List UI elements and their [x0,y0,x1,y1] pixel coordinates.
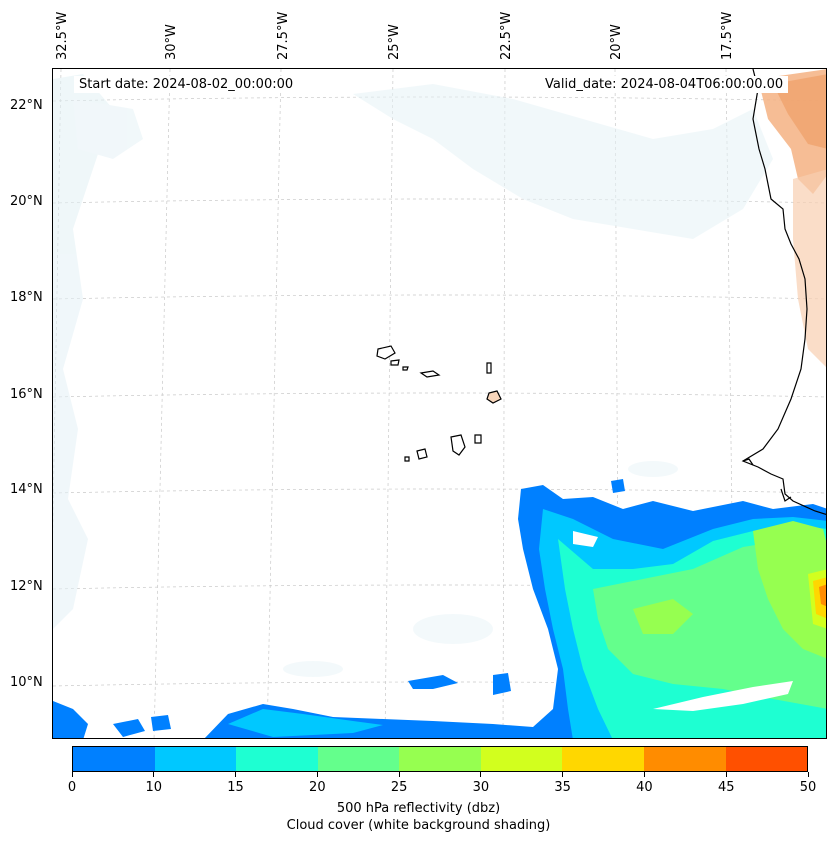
reflectivity-25-30 [753,521,826,659]
cape-verde-fogo [416,448,428,460]
reflectivity-40-45 [819,584,826,607]
cape-verde-maio [474,434,482,444]
cape-verde-sal [486,362,492,374]
orange-cloud-coast [793,169,826,367]
colorbar-label-line2: Cloud cover (white background shading) [286,818,551,833]
cloud-west-band [53,74,113,629]
lat-label-10n: 10°N [10,675,43,690]
lon-label-20w: 20°W [609,24,624,60]
colorbar-tick-mark [480,772,482,777]
reflectivity-0-10-blob4 [493,673,511,695]
colorbar-segment-20-25 [317,747,400,771]
colorbar-tick-mark [235,772,237,777]
grid-lat-18n [53,294,826,300]
lon-label-25w: 25°W [387,24,402,60]
lon-label-30w: 30°W [164,24,179,60]
lon-label-22.5w: 22.5°W [499,11,514,60]
reflectivity-10-15-south [228,709,383,737]
lat-label-22n: 22°N [10,98,43,113]
colorbar-segment-40-45 [643,747,726,771]
reflectivity-0-10-blob3 [408,675,458,689]
cloud-cover-shading [53,74,773,677]
cape-verde-sao-vicente [390,359,400,366]
colorbar-tick-label: 10 [145,780,163,795]
reflectivity-0-10-blob5 [611,479,625,493]
grid-lat-16n [53,392,826,398]
cloud-center-patch [413,614,493,644]
coastline [376,69,826,516]
colorbar-tick-label: 40 [636,780,653,795]
colorbar-tick-mark [807,772,809,777]
cape-verde-santa-luzia [402,366,409,371]
cloud-north-band [353,84,773,239]
colorbar-tick-label: 20 [309,780,326,795]
start-date-label: Start date: 2024-08-02_00:00:00 [74,76,299,93]
cape-verde-sao-nicolau [419,370,441,378]
colorbar-segment-45-50 [725,747,808,771]
colorbar-tick-label: 50 [799,780,817,795]
colorbar-segment-25-30 [399,747,481,771]
colorbar-segment-10-15 [154,747,237,771]
grid-lat-14n [53,488,826,494]
map-panel [52,68,827,739]
lat-label-12n: 12°N [10,579,43,594]
grid-lon-27.5w [266,69,282,738]
grid-lat-22n [53,96,826,102]
colorbar-label-line1: 500 hPa reflectivity (dbz) [336,801,501,816]
cloud-northwest-patch [73,99,143,159]
colorbar-tick-mark [398,772,400,777]
lon-label-17.5w: 17.5°W [720,11,735,60]
clear-gap-2 [573,531,598,547]
clear-gap-1 [653,681,793,711]
cloud-south-patch [283,661,343,677]
grid-lat-12n [53,584,826,590]
colorbar-tick-label: 30 [472,780,490,795]
grid-lat-20n [53,198,826,204]
colorbar-tick-label: 0 [67,780,77,795]
lat-label-18n: 18°N [10,290,43,305]
grid-lon-30w [153,69,171,738]
reflectivity-0-10-blob1 [113,719,145,737]
cape-verde-santo-antao [376,345,396,360]
lat-label-14n: 14°N [10,482,43,497]
gambia-coast [780,488,792,502]
orange-cloud-shading [758,69,826,367]
africa-coast [741,69,826,516]
colorbar-tick-label: 35 [554,780,571,795]
cape-verde-brava [404,456,410,462]
colorbar-tick-label: 45 [717,780,735,795]
reflectivity-0-10-west [53,701,88,738]
cape-verde-santiago [450,434,466,456]
lon-label-32.5w: 32.5°W [55,11,70,60]
colorbar-tick-mark [562,772,564,777]
dakar-peninsula [742,458,754,466]
colorbar [72,746,808,772]
grid-lon-25w [384,69,394,738]
valid-date-label: Valid_date: 2024-08-04T06:00:00.00 [540,76,789,93]
colorbar-tick-label: 25 [390,780,408,795]
colorbar-tick-mark [643,772,645,777]
lon-label-27.5w: 27.5°W [276,11,291,60]
colorbar-segment-35-40 [562,747,644,771]
map-canvas [53,69,826,738]
lat-label-20n: 20°N [10,194,43,209]
colorbar-tick-mark [71,772,73,777]
colorbar-tick-mark [153,772,155,777]
cape-verde-boa-vista [486,390,502,404]
colorbar-segment-0-10 [73,747,155,771]
colorbar-segment-30-35 [480,747,563,771]
colorbar-tick-label: 15 [227,780,244,795]
lat-label-16n: 16°N [10,387,43,402]
grid-lon-22.5w [502,69,506,738]
reflectivity-shading [53,479,826,738]
colorbar-tick-mark [725,772,727,777]
cloud-mid-patch [628,461,678,477]
colorbar-tick-mark [316,772,318,777]
colorbar-segment-15-20 [236,747,318,771]
reflectivity-0-10-blob2 [151,715,171,731]
grid-lat-10n [53,681,826,687]
reflectivity-25-30-b [633,599,693,634]
